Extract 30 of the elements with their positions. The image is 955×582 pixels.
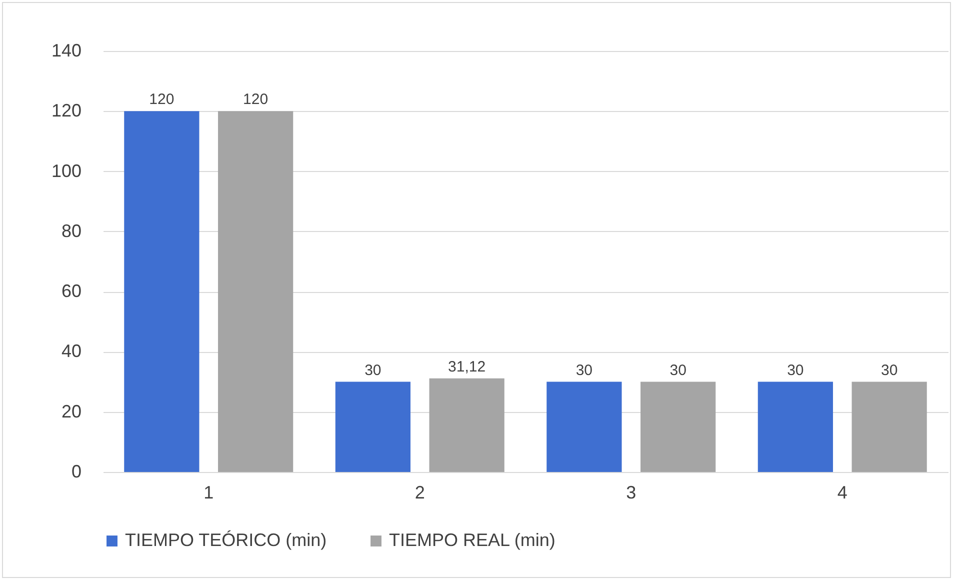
x-tick-label: 1	[204, 482, 214, 502]
bar	[124, 111, 200, 472]
data-label: 31,12	[448, 358, 486, 376]
bar	[335, 382, 410, 472]
data-label: 30	[880, 362, 898, 379]
x-tick-label: 2	[414, 482, 425, 502]
y-tick-label: 120	[51, 100, 82, 121]
y-tick-label: 0	[71, 462, 82, 482]
legend-label: TIEMPO REAL (min)	[389, 530, 556, 550]
data-label: 30	[670, 362, 686, 379]
data-label: 30	[364, 362, 382, 379]
data-label: 30	[787, 362, 804, 379]
y-tick-label: 60	[61, 281, 82, 302]
bar	[852, 382, 927, 472]
y-tick-label: 100	[51, 160, 82, 181]
bar	[546, 382, 622, 472]
data-label: 120	[149, 91, 174, 108]
x-tick-label: 4	[837, 482, 848, 502]
bar	[758, 382, 833, 472]
data-label: 120	[243, 91, 268, 108]
legend-label: TIEMPO TEÓRICO (min)	[125, 530, 327, 550]
data-label: 30	[576, 362, 593, 379]
y-tick-label: 40	[61, 341, 82, 362]
bar	[218, 111, 294, 472]
y-tick-label: 80	[61, 220, 82, 241]
y-tick-label: 140	[51, 40, 82, 60]
bar	[429, 378, 504, 472]
y-tick-label: 20	[61, 401, 82, 422]
x-tick-label: 3	[626, 482, 636, 502]
bar	[640, 382, 716, 472]
